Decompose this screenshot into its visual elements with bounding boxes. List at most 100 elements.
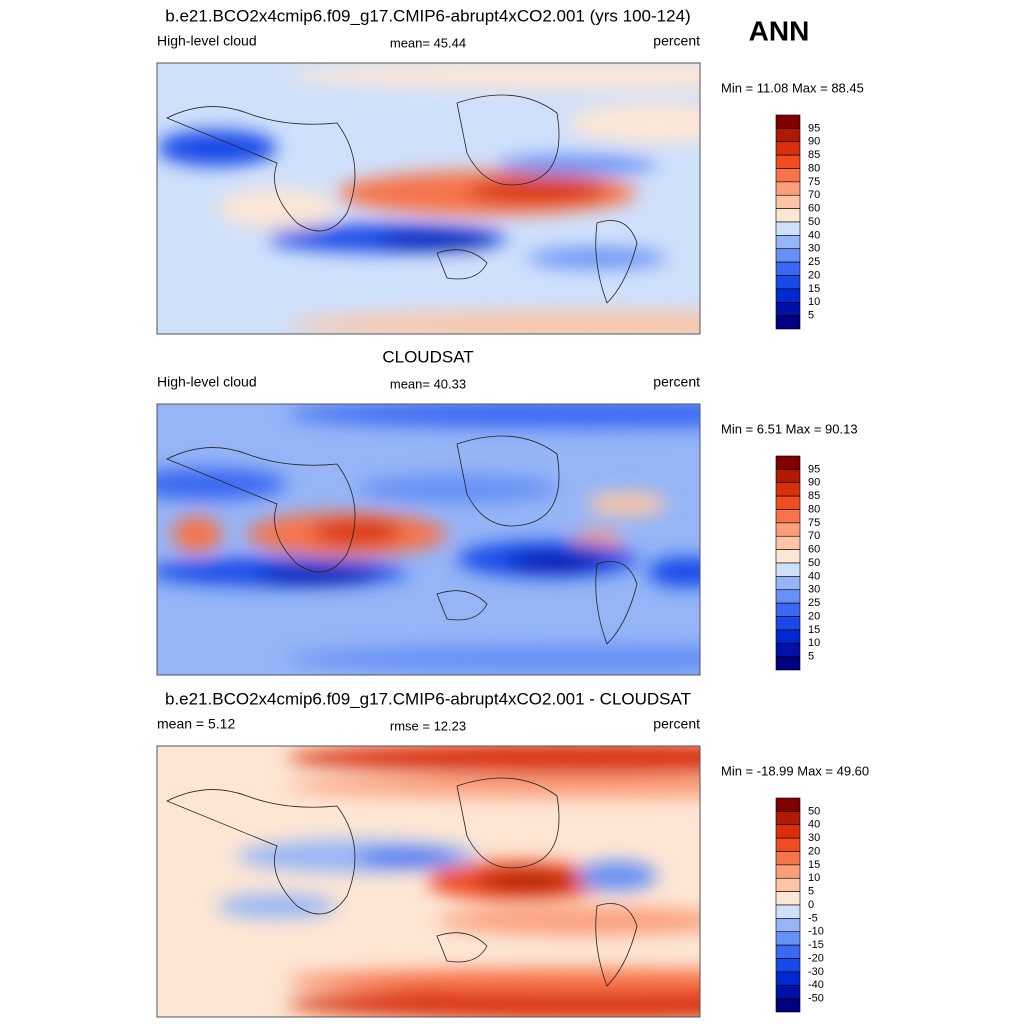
colorbar-label: 95	[808, 122, 820, 134]
contour-region	[577, 861, 657, 891]
contour-region	[647, 557, 700, 587]
min-max: Min = -18.99 Max = 49.60	[721, 763, 869, 778]
center-label: mean= 45.44	[390, 35, 466, 50]
colorbar-box	[775, 235, 801, 250]
colorbar-label: 90	[808, 136, 820, 148]
colorbar-label: -20	[808, 952, 824, 964]
left-label: High-level cloud	[157, 374, 257, 390]
colorbar-box	[775, 576, 801, 591]
colorbar-box	[775, 931, 801, 946]
colorbar-label: 30	[808, 832, 820, 844]
center-label: rmse = 12.23	[390, 718, 466, 733]
colorbar-label: -10	[808, 926, 824, 938]
contour-region	[172, 516, 222, 552]
colorbar-label: 60	[808, 203, 820, 215]
colorbar-label: 40	[808, 819, 820, 831]
contour-region	[507, 553, 607, 571]
colorbar-box	[775, 141, 801, 156]
colorbar-box	[775, 984, 801, 999]
map-frame	[156, 745, 701, 1018]
map-contours	[157, 404, 700, 673]
colorbar-label: -50	[808, 993, 824, 1005]
contour-region	[217, 894, 337, 918]
colorbar-label: 50	[808, 216, 820, 228]
min-max: Min = 11.08 Max = 88.45	[721, 80, 864, 95]
colorbar-label: -15	[808, 939, 824, 951]
colorbar-box	[775, 824, 801, 839]
colorbar-label: 15	[808, 283, 820, 295]
colorbar-label: 10	[808, 637, 820, 649]
colorbar-label: 25	[808, 256, 820, 268]
colorbar-label: 0	[808, 899, 814, 911]
contour-region	[157, 468, 287, 500]
colorbar-label: 85	[808, 490, 820, 502]
left-label: mean = 5.12	[157, 716, 235, 732]
contour-region	[587, 492, 667, 516]
contour-region	[287, 988, 700, 1017]
map-frame	[156, 403, 701, 676]
colorbar-label: 20	[808, 610, 820, 622]
colorbar-box	[775, 288, 801, 303]
colorbar-label: 20	[808, 269, 820, 281]
colorbar-box	[775, 315, 801, 330]
contour-region	[287, 404, 700, 428]
contour-region	[567, 103, 700, 143]
left-label: High-level cloud	[157, 33, 257, 49]
colorbar-box	[775, 864, 801, 879]
contour-region	[357, 850, 457, 866]
colorbar-box	[775, 248, 801, 263]
colorbar-label: 80	[808, 162, 820, 174]
colorbar-box	[775, 535, 801, 550]
colorbar-box	[775, 971, 801, 986]
season-label: ANN	[749, 15, 810, 46]
right-label: percent	[653, 33, 700, 49]
contour-region	[477, 871, 577, 891]
colorbar-label: 70	[808, 530, 820, 542]
colorbar-box	[775, 509, 801, 524]
colorbar-label: 15	[808, 859, 820, 871]
colorbar-box	[775, 998, 801, 1013]
map-field	[157, 746, 700, 1017]
map-frame	[156, 62, 701, 335]
contour-region	[157, 130, 277, 166]
colorbar-box	[775, 918, 801, 933]
colorbar-label: 5	[808, 651, 814, 663]
colorbar-label: 10	[808, 872, 820, 884]
right-label: percent	[653, 716, 700, 732]
colorbar-box	[775, 797, 801, 812]
colorbar-box	[775, 629, 801, 644]
colorbar-label: 30	[808, 243, 820, 255]
map-field	[157, 63, 700, 334]
colorbar-label: 75	[808, 176, 820, 188]
colorbar-label: 75	[808, 517, 820, 529]
contour-region	[312, 520, 402, 544]
contour-region	[287, 746, 700, 774]
colorbar-box	[775, 602, 801, 617]
colorbar-box	[775, 128, 801, 143]
contour-region	[287, 645, 700, 673]
map-contours	[217, 746, 700, 1017]
colorbar-label: 20	[808, 845, 820, 857]
colorbar-box	[775, 114, 801, 129]
colorbar-label: 40	[808, 570, 820, 582]
colorbar-box	[775, 194, 801, 209]
contour-region	[437, 907, 700, 935]
contour-region	[287, 311, 700, 334]
colorbar-box	[775, 495, 801, 510]
colorbar-box	[775, 261, 801, 276]
panel-title: b.e21.BCO2x4cmip6.f09_g17.CMIP6-abrupt4x…	[165, 689, 691, 708]
contour-region	[287, 774, 700, 798]
colorbar-box	[775, 168, 801, 183]
contour-region	[357, 475, 557, 503]
colorbar-label: 5	[808, 310, 814, 322]
colorbar-box	[775, 811, 801, 826]
map-field	[157, 404, 700, 675]
colorbar-box	[775, 549, 801, 564]
coastline	[166, 777, 638, 987]
colorbar-box	[775, 522, 801, 537]
map-contours	[157, 63, 700, 334]
colorbar-box	[775, 589, 801, 604]
coastline	[166, 435, 638, 645]
colorbar-label: 5	[808, 886, 814, 898]
